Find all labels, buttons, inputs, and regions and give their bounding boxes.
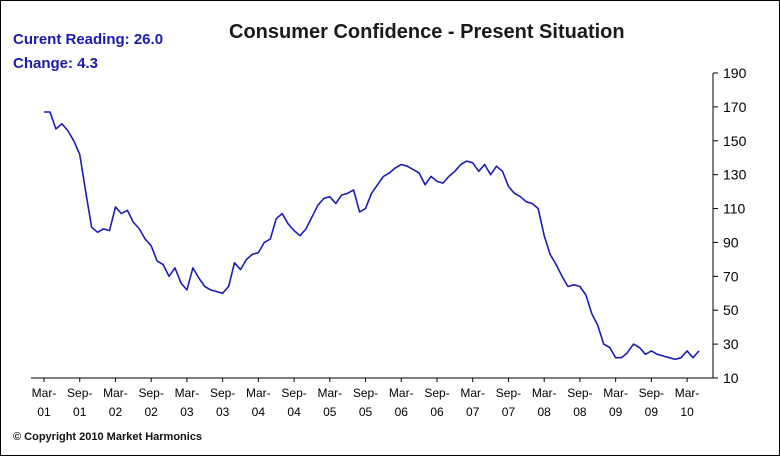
x-tick-label-year: 02 <box>109 405 123 419</box>
x-tick-label-year: 04 <box>252 405 266 419</box>
x-tick-label-year: 08 <box>573 405 587 419</box>
chart-title: Consumer Confidence - Present Situation <box>229 21 625 43</box>
x-tick-label-month: Mar- <box>675 386 700 400</box>
y-tick-label: 10 <box>723 370 739 386</box>
current-reading: Curent Reading: 26.0 <box>13 31 163 48</box>
x-tick-label-year: 02 <box>145 405 159 419</box>
x-tick-label-year: 08 <box>538 405 552 419</box>
x-tick-label-month: Sep- <box>496 386 521 400</box>
change-reading: Change: 4.3 <box>13 55 98 72</box>
y-tick-label: 170 <box>723 99 747 115</box>
x-tick-label-year: 07 <box>502 405 516 419</box>
y-tick-label: 70 <box>723 268 739 284</box>
x-tick-label-year: 05 <box>323 405 337 419</box>
current-reading-value: 26.0 <box>133 31 164 48</box>
y-tick-label: 30 <box>723 336 739 352</box>
x-tick-label-month: Mar- <box>460 386 485 400</box>
x-tick-label-year: 09 <box>609 405 623 419</box>
x-tick-label-month: Sep- <box>639 386 664 400</box>
x-tick-label-month: Mar- <box>32 386 57 400</box>
change-value: 4.3 <box>77 55 99 72</box>
x-tick-label-month: Sep- <box>67 386 92 400</box>
x-tick-label-year: 04 <box>287 405 301 419</box>
x-tick-label-year: 06 <box>395 405 409 419</box>
x-tick-label-year: 01 <box>37 405 51 419</box>
x-tick-label-year: 01 <box>73 405 87 419</box>
x-tick-label-year: 07 <box>466 405 480 419</box>
series-line <box>44 111 700 361</box>
chart-axes <box>31 73 714 379</box>
x-tick-label-year: 03 <box>216 405 230 419</box>
series-lines <box>44 111 700 361</box>
y-axis-labels: 10 30 50 70 90 110 130 150 170 190 <box>713 65 747 386</box>
y-tick-label: 50 <box>723 302 739 318</box>
x-tick-label-month: Mar- <box>317 386 342 400</box>
x-tick-label-month: Mar- <box>103 386 128 400</box>
y-tick-label: 190 <box>723 65 747 81</box>
y-tick-label: 130 <box>723 167 747 183</box>
x-tick-label-month: Mar- <box>246 386 271 400</box>
x-tick-label-month: Mar- <box>532 386 557 400</box>
current-reading-label: Curent Reading: <box>13 31 130 48</box>
x-tick-label-month: Mar- <box>175 386 200 400</box>
x-tick-label-year: 09 <box>645 405 659 419</box>
x-tick-label-year: 05 <box>359 405 373 419</box>
x-tick-label-month: Sep- <box>210 386 235 400</box>
y-tick-label: 150 <box>723 133 747 149</box>
y-tick-label: 110 <box>723 201 746 217</box>
x-tick-label-year: 06 <box>430 405 444 419</box>
x-tick-label-year: 03 <box>180 405 194 419</box>
x-tick-label-month: Mar- <box>603 386 628 400</box>
x-axis-labels: Mar- 01 Sep- 01 Mar- 02 Sep- 02 Mar- 03 Sep- 03 Mar-… <box>32 378 700 419</box>
x-tick-label-year: 10 <box>680 405 694 419</box>
x-tick-label-month: Mar- <box>389 386 414 400</box>
change-label: Change: <box>13 55 73 72</box>
x-tick-label-month: Sep- <box>281 386 306 400</box>
x-tick-label-month: Sep- <box>139 386 164 400</box>
copyright-notice: © Copyright 2010 Market Harmonics <box>13 431 203 443</box>
x-tick-label-month: Sep- <box>424 386 449 400</box>
y-tick-label: 90 <box>723 234 739 250</box>
x-tick-label-month: Sep- <box>567 386 592 400</box>
x-tick-label-month: Sep- <box>353 386 378 400</box>
